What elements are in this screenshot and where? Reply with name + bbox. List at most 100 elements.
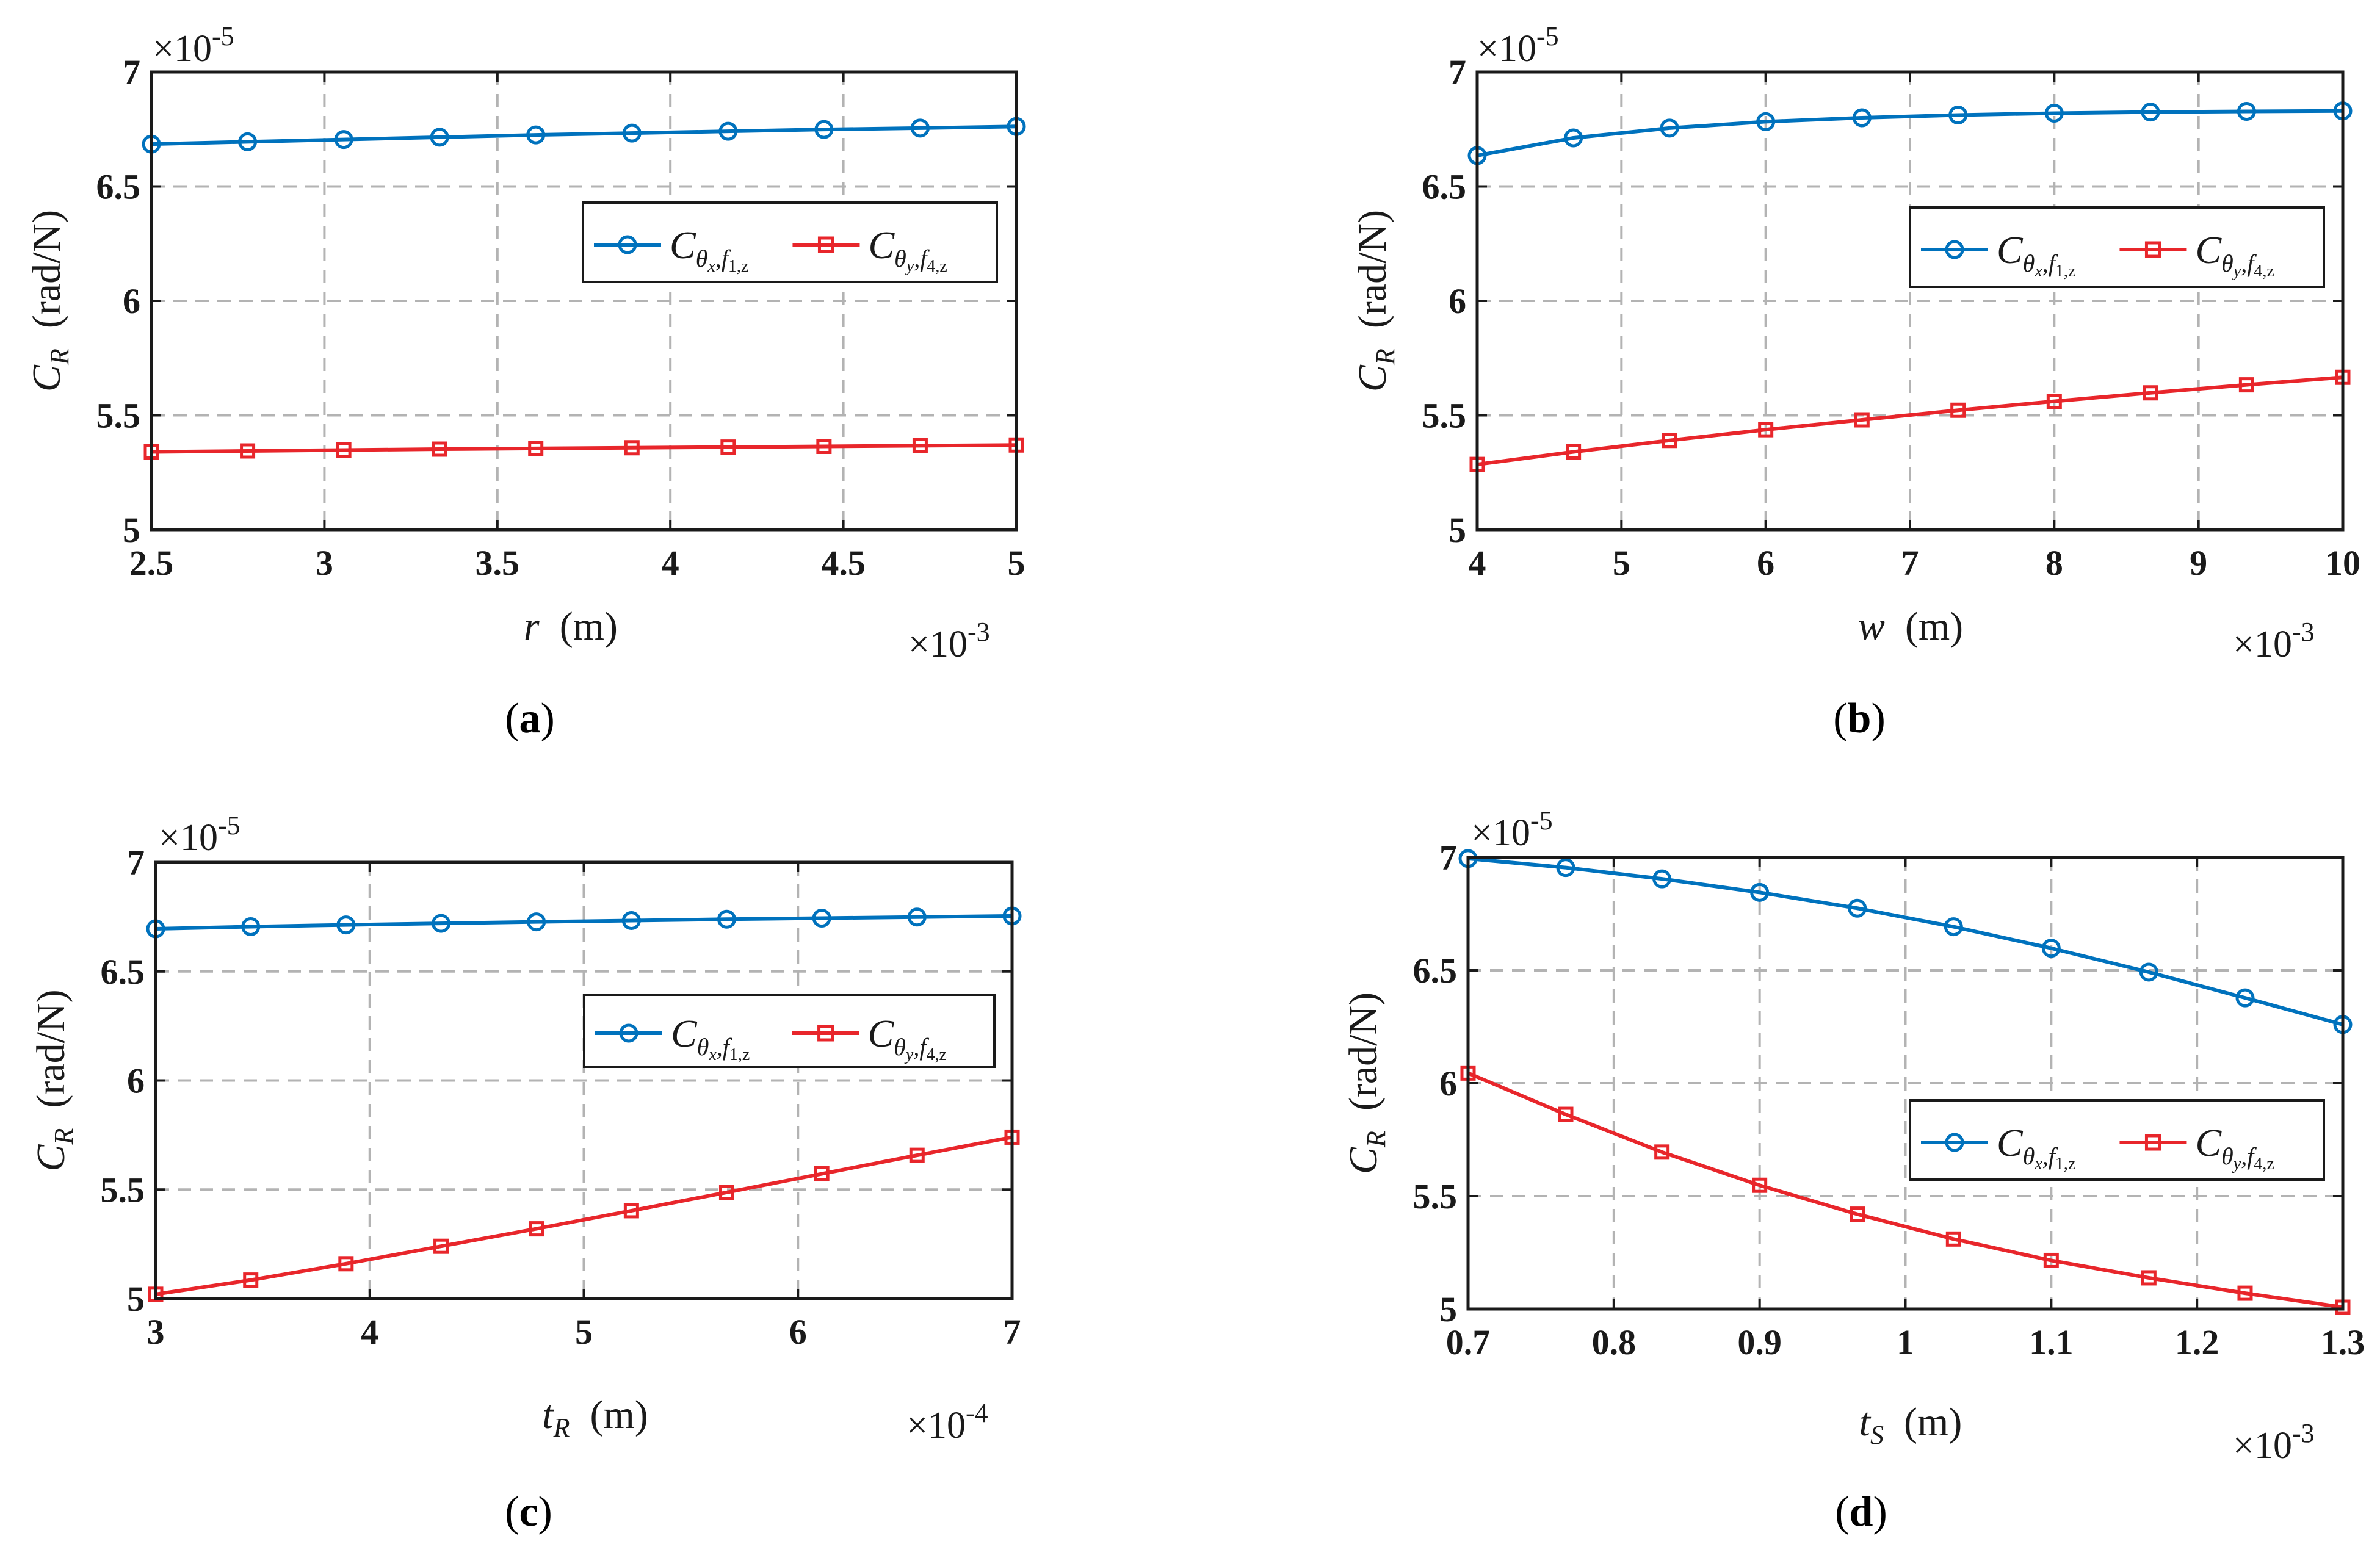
y-tick-label: 7: [1439, 838, 1457, 878]
x-tick-label: 3: [147, 1312, 165, 1352]
data-point-square: [433, 1238, 449, 1254]
y-axis-label: CR (rad/N): [1341, 992, 1391, 1174]
data-point-square: [2238, 377, 2254, 393]
data-point-square: [1558, 1106, 1574, 1122]
data-point-square: [2143, 385, 2158, 401]
data-point-circle: [432, 914, 451, 933]
data-point-square: [624, 440, 640, 456]
y-tick-label: 5: [1439, 1289, 1457, 1329]
legend-label-1: Cθx,f1,z: [671, 1012, 750, 1064]
data-point-circle: [718, 121, 738, 141]
data-point-circle: [336, 915, 356, 935]
x-tick-label: 3: [316, 543, 333, 583]
x-axis-label: tS (m): [1859, 1400, 1962, 1450]
x-tick-label: 3.5: [476, 543, 520, 583]
data-point-square: [720, 439, 736, 455]
data-point-circle: [1756, 112, 1776, 131]
data-point-circle: [1660, 118, 1679, 138]
x-tick-label: 4: [361, 1312, 378, 1352]
panel-caption: (c): [505, 1488, 552, 1535]
data-point-circle: [2041, 939, 2061, 958]
x-tick-label: 1.1: [2029, 1322, 2074, 1362]
data-point-circle: [814, 120, 834, 139]
x-tick-label: 1: [1897, 1322, 1914, 1362]
y-tick-label: 6.5: [96, 167, 141, 207]
panel-caption: (b): [1833, 695, 1886, 742]
legend-label-2: Cθy,f4,z: [868, 1012, 947, 1064]
x-tick-label: 0.8: [1592, 1322, 1637, 1362]
y-tick-label: 5.5: [1413, 1177, 1458, 1216]
legend-box: [1909, 206, 2325, 288]
data-point-square: [1850, 1206, 1865, 1222]
data-point-square: [816, 439, 832, 454]
x-tick-label: 7: [1901, 543, 1919, 583]
x-axis-label: r (m): [524, 604, 618, 649]
series-line-1: [1467, 856, 2343, 1026]
x-tick-label: 8: [2045, 543, 2063, 583]
x-tick-label: 5: [1008, 543, 1025, 583]
legend-marker-1: [619, 1023, 638, 1043]
x-tick-label: 5: [575, 1312, 593, 1352]
data-point-square: [240, 443, 256, 459]
legend-marker-2: [817, 1025, 834, 1042]
y-axis-label: CR (rad/N): [29, 989, 79, 1171]
x-multiplier-label: ×10-3: [908, 617, 990, 665]
legend-label-1: Cθx,f1,z: [670, 223, 748, 276]
data-point-square: [1566, 444, 1582, 460]
data-point-circle: [2237, 102, 2256, 121]
x-multiplier-label: ×10-3: [2233, 617, 2315, 665]
data-point-square: [2237, 1285, 2253, 1301]
y-tick-label: 5.5: [1422, 396, 1467, 436]
data-point-circle: [1852, 108, 1872, 128]
legend-label-1: Cθx,f1,z: [1997, 228, 2075, 281]
legend-marker-2: [2144, 241, 2161, 258]
data-point-square: [338, 1256, 354, 1272]
y-tick-label: 6.5: [101, 952, 145, 992]
x-axis-label: w (m): [1858, 604, 1963, 649]
data-point-circle: [622, 123, 642, 143]
data-point-square: [528, 441, 544, 456]
y-tick-label: 6: [123, 281, 140, 321]
y-multiplier-label: ×10-5: [159, 810, 241, 859]
legend-box: [583, 994, 996, 1068]
chart-panel-d: 0.7 0.8 0.9 1 1.1 1.2 1.3 5 5.5 6 6.5 7 ×10-5 ×10-3 tS…: [1341, 806, 2365, 1535]
data-point-square: [1654, 1144, 1670, 1160]
y-tick-label: 7: [123, 52, 140, 92]
data-point-circle: [1944, 917, 1963, 937]
data-point-square: [1752, 1177, 1768, 1193]
chart-panel-a: 2.5 3 3.5 4 4.5 5 5 5.5 6 6.5 7 ×10-5 ×10-3 r (m) CR (…: [24, 21, 1026, 742]
series-line-1: [155, 914, 1013, 931]
data-point-square: [1945, 1231, 1961, 1247]
y-tick-label: 6: [1439, 1064, 1457, 1103]
panel-caption: (a): [505, 695, 555, 742]
y-tick-label: 5.5: [101, 1170, 145, 1210]
data-point-square: [909, 1147, 925, 1163]
x-tick-label: 0.9: [1737, 1322, 1782, 1362]
legend-marker-2: [2144, 1134, 2161, 1151]
data-point-square: [1758, 422, 1774, 438]
chart-panel-c: 3 4 5 6 7 5 5.5 6 6.5 7 ×10-5 ×10-4 tR (m) CR (rad/N)…: [29, 810, 1022, 1535]
x-axis-label: tR (m): [542, 1393, 648, 1443]
x-tick-label: 9: [2190, 543, 2207, 583]
x-tick-label: 2.5: [129, 543, 174, 583]
data-point-circle: [717, 909, 736, 929]
data-point-circle: [2141, 103, 2160, 122]
legend-marker-1: [618, 235, 637, 254]
y-axis-label: CR (rad/N): [24, 210, 74, 392]
data-point-square: [912, 438, 928, 453]
data-point-square: [243, 1272, 259, 1288]
x-tick-label: 1.3: [2321, 1322, 2365, 1362]
data-point-circle: [2139, 962, 2158, 982]
data-point-circle: [907, 907, 927, 927]
y-tick-label: 6: [127, 1061, 145, 1101]
y-multiplier-label: ×10-5: [1471, 806, 1553, 854]
data-point-circle: [334, 130, 353, 150]
data-point-circle: [2235, 988, 2255, 1008]
x-tick-label: 4: [1469, 543, 1486, 583]
x-tick-label: 4.5: [821, 543, 866, 583]
data-point-square: [623, 1203, 639, 1219]
x-tick-label: 1.2: [2175, 1322, 2219, 1362]
